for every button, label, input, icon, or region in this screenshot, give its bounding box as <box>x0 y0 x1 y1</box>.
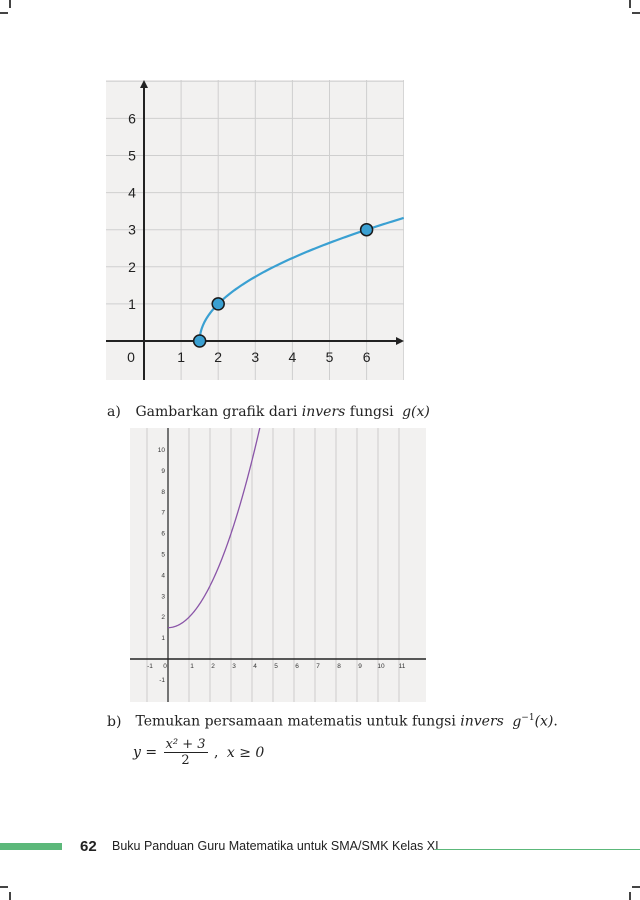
y-tick-label: 2 <box>128 259 136 275</box>
book-title: Buku Panduan Guru Matematika untuk SMA/S… <box>112 839 439 853</box>
y-tick-label: 5 <box>161 552 165 559</box>
y-tick-label: 5 <box>128 148 136 164</box>
crop-mark <box>9 892 11 900</box>
y-tick-label: 6 <box>161 531 165 538</box>
question-a-text: Gambarkan grafik dari <box>135 404 298 420</box>
crop-mark <box>629 892 631 900</box>
y-tick-label: 8 <box>161 489 165 496</box>
x-tick-label: 1 <box>177 349 185 365</box>
question-b-text: Temukan persamaan matematis untuk fungsi <box>135 713 456 730</box>
crop-mark <box>632 886 640 888</box>
answer-lhs: y = <box>133 744 158 761</box>
footer-accent-bar <box>0 843 62 850</box>
y-tick-label: 10 <box>158 447 166 454</box>
x-tick-label: 10 <box>377 663 385 670</box>
y-tick-label: 1 <box>128 296 136 312</box>
y-tick-label: 4 <box>161 572 165 579</box>
question-b-math2: (x) <box>534 713 554 730</box>
x-tick-label: 9 <box>358 663 362 670</box>
crop-mark <box>0 886 8 888</box>
x-tick-label: 4 <box>289 349 297 365</box>
x-tick-label: 0 <box>163 663 167 670</box>
question-b: b) Temukan persamaan matematis untuk fun… <box>107 713 558 730</box>
x-tick-label: 5 <box>274 663 278 670</box>
crop-mark <box>9 0 11 8</box>
x-tick-label: 3 <box>232 663 236 670</box>
question-a-label: a) <box>107 404 121 420</box>
question-a: a) Gambarkan grafik dari invers fungsi g… <box>107 404 430 420</box>
y-tick-label: 6 <box>128 110 136 126</box>
question-a-text2: fungsi <box>349 404 394 420</box>
plot-background <box>130 428 426 702</box>
data-point <box>359 222 374 237</box>
answer-numerator: x² + 3 <box>163 737 208 753</box>
page-number: 62 <box>80 838 97 855</box>
question-a-italic: invers <box>301 404 346 420</box>
answer-denominator: 2 <box>181 753 190 768</box>
y-tick-label: 9 <box>161 468 165 475</box>
question-b-label: b) <box>107 713 122 730</box>
footer-rule <box>435 849 640 850</box>
x-tick-label: 5 <box>326 349 334 365</box>
question-a-math: g(x) <box>402 404 430 420</box>
inverse-function-graph: -1 0 1 2 3 4 5 6 7 8 9 10 11 -1 1 2 3 4 5 6 7 8 9 10 <box>130 428 426 702</box>
x-tick-label: 8 <box>337 663 341 670</box>
inverse-function-curve <box>167 428 261 629</box>
data-point <box>192 334 207 348</box>
x-tick-label: 0 <box>127 349 135 365</box>
x-tick-label: 2 <box>211 663 215 670</box>
x-tick-label: 11 <box>399 663 406 670</box>
x-tick-label: 6 <box>295 663 299 670</box>
x-tick-label: 3 <box>251 349 259 365</box>
question-b-sup: −1 <box>521 713 535 723</box>
question-b-italic: invers <box>460 713 504 730</box>
answer-fraction: x² + 3 2 <box>163 737 208 768</box>
x-tick-label: 6 <box>363 349 371 365</box>
function-g-graph: 0 1 2 3 4 5 6 1 2 3 4 5 6 <box>106 80 404 380</box>
crop-mark <box>0 12 8 14</box>
x-tick-label: 4 <box>253 663 257 670</box>
g-function-curve <box>198 216 404 342</box>
question-b-end: . <box>553 713 558 730</box>
y-tick-label: 3 <box>128 222 136 238</box>
answer-condition: x ≥ 0 <box>226 744 265 761</box>
y-tick-label: 7 <box>161 510 165 517</box>
answer-formula: y = x² + 3 2 , x ≥ 0 <box>133 737 264 768</box>
crop-mark <box>629 0 631 8</box>
x-tick-label: 2 <box>214 349 222 365</box>
x-axis-arrow <box>396 337 404 345</box>
x-tick-label: 7 <box>316 663 320 670</box>
y-tick-label: 1 <box>161 635 165 642</box>
y-tick-label: -1 <box>159 677 165 684</box>
y-tick-label: 4 <box>128 185 136 201</box>
question-b-math: g <box>512 713 522 730</box>
answer-comma: , <box>213 744 219 761</box>
crop-mark <box>632 12 640 14</box>
y-tick-label: 3 <box>161 593 165 600</box>
data-point <box>211 297 225 311</box>
y-axis-arrow <box>140 80 148 88</box>
y-tick-label: 2 <box>161 614 165 621</box>
x-tick-label: 1 <box>190 663 194 670</box>
x-tick-label: -1 <box>147 663 153 670</box>
